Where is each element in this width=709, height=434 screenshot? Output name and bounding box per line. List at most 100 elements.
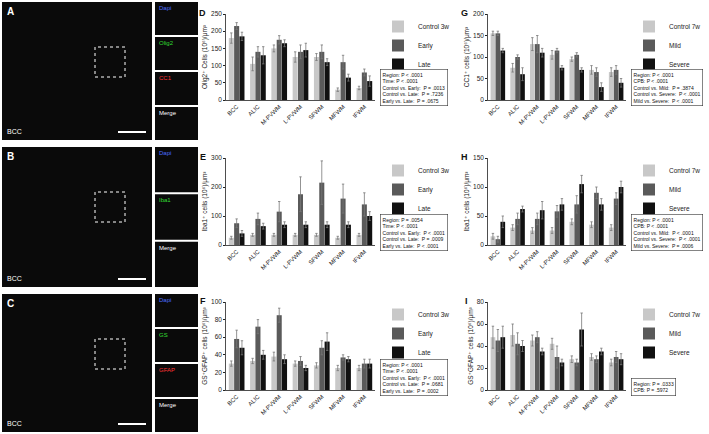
svg-text:IFWM: IFWM — [603, 104, 619, 120]
svg-text:BCC: BCC — [7, 275, 22, 282]
svg-text:Early: Early — [418, 330, 434, 338]
svg-text:20: 20 — [215, 369, 223, 376]
svg-text:80: 80 — [215, 316, 223, 323]
svg-text:IFWM: IFWM — [352, 249, 368, 265]
svg-text:SFWM: SFWM — [562, 249, 579, 266]
svg-text:IFWM: IFWM — [603, 249, 619, 265]
svg-text:BCC: BCC — [487, 103, 501, 117]
svg-text:MFWM: MFWM — [581, 104, 599, 122]
svg-text:0: 0 — [218, 96, 222, 103]
svg-text:BCC: BCC — [226, 103, 240, 117]
svg-text:MFWM: MFWM — [581, 249, 599, 267]
svg-text:M-PVWM: M-PVWM — [518, 249, 540, 271]
svg-text:Iba1: Iba1 — [159, 197, 171, 203]
svg-text:50: 50 — [215, 79, 223, 86]
svg-text:200: 200 — [211, 183, 222, 190]
svg-text:Late: Late — [418, 205, 431, 212]
svg-text:BCC: BCC — [487, 393, 501, 407]
svg-text:Control 7w: Control 7w — [669, 23, 700, 30]
svg-text:BCC: BCC — [487, 248, 501, 262]
svg-text:Iba1⁺ cells (10⁶)/μm³: Iba1⁺ cells (10⁶)/μm³ — [463, 171, 471, 232]
svg-text:60: 60 — [477, 320, 485, 327]
svg-text:GS⁺GFAP⁺ cells (10⁶)/μm³: GS⁺GFAP⁺ cells (10⁶)/μm³ — [201, 306, 209, 384]
svg-text:Dapi: Dapi — [159, 297, 171, 303]
svg-text:M-PVWM: M-PVWM — [260, 249, 282, 271]
svg-text:Control 3w: Control 3w — [418, 167, 449, 174]
svg-text:CC1⁺ cells (10⁶)/μm³: CC1⁺ cells (10⁶)/μm³ — [463, 26, 471, 87]
svg-text:GS: GS — [159, 332, 168, 338]
svg-text:0: 0 — [480, 386, 484, 393]
svg-text:Control 3w: Control 3w — [418, 311, 449, 318]
svg-text:MFWM: MFWM — [581, 394, 599, 412]
svg-text:Olig2⁺ Cells (10⁶)/μm³: Olig2⁺ Cells (10⁶)/μm³ — [201, 24, 209, 89]
svg-text:GFAP: GFAP — [159, 367, 175, 373]
svg-text:40: 40 — [477, 342, 485, 349]
svg-text:60: 60 — [215, 333, 223, 340]
svg-text:L-PVWM: L-PVWM — [539, 104, 560, 125]
svg-text:Olig2: Olig2 — [159, 40, 174, 46]
svg-text:40: 40 — [215, 351, 223, 358]
svg-text:Dapi: Dapi — [159, 5, 171, 11]
svg-text:L-PVWM: L-PVWM — [539, 394, 560, 415]
svg-text:G: G — [461, 8, 468, 18]
svg-text:M-PVWM: M-PVWM — [260, 394, 282, 416]
svg-text:Mild: Mild — [669, 330, 681, 337]
svg-text:BCC: BCC — [7, 128, 22, 135]
svg-text:Severe: Severe — [669, 61, 690, 68]
svg-text:L-PVWM: L-PVWM — [282, 249, 303, 270]
svg-text:Region: P < .0001CPB: P < .000: Region: P < .0001CPB: P < .0001Control v… — [634, 72, 701, 104]
svg-text:50: 50 — [477, 212, 485, 219]
svg-text:100: 100 — [211, 212, 222, 219]
svg-text:L-PVWM: L-PVWM — [282, 394, 303, 415]
svg-text:20: 20 — [477, 364, 485, 371]
svg-text:80: 80 — [477, 298, 485, 305]
svg-text:0: 0 — [480, 96, 484, 103]
svg-text:CC1: CC1 — [159, 75, 172, 81]
svg-text:I: I — [465, 296, 468, 306]
svg-text:Control 7w: Control 7w — [669, 167, 700, 174]
svg-text:Late: Late — [418, 61, 431, 68]
svg-text:50: 50 — [477, 75, 485, 82]
svg-text:E: E — [200, 152, 206, 162]
svg-text:Region: P = .0333CPB: P = .597: Region: P = .0333CPB: P = .5972 — [634, 381, 674, 394]
svg-text:MFWM: MFWM — [328, 104, 346, 122]
svg-text:BCC: BCC — [226, 393, 240, 407]
svg-text:B: B — [7, 151, 14, 162]
svg-text:D: D — [199, 8, 206, 18]
svg-text:Control 3w: Control 3w — [418, 23, 449, 30]
svg-text:Merge: Merge — [159, 402, 177, 408]
svg-text:SFWM: SFWM — [562, 104, 579, 121]
svg-text:L-PVWM: L-PVWM — [282, 104, 303, 125]
svg-text:C: C — [7, 298, 14, 309]
svg-text:Severe: Severe — [669, 205, 690, 212]
svg-text:SFWM: SFWM — [562, 394, 579, 411]
svg-text:200: 200 — [211, 27, 222, 34]
svg-text:Region: P < .0001CPB: P < .000: Region: P < .0001CPB: P < .0001Control v… — [634, 217, 701, 249]
svg-text:ALIC: ALIC — [507, 393, 521, 407]
svg-text:Region: P < .0001Time: P < .00: Region: P < .0001Time: P < .0001Control … — [383, 72, 446, 104]
svg-text:GS⁺GFAP⁺ cells (10⁶)/μm³: GS⁺GFAP⁺ cells (10⁶)/μm³ — [467, 306, 475, 384]
svg-text:ALIC: ALIC — [507, 103, 521, 117]
svg-text:0: 0 — [480, 241, 484, 248]
svg-text:M-PVWM: M-PVWM — [518, 394, 540, 416]
svg-text:150: 150 — [211, 45, 222, 52]
svg-text:100: 100 — [211, 298, 222, 305]
svg-text:SFWM: SFWM — [307, 394, 324, 411]
svg-text:Region: P = .0054Time: P < .00: Region: P = .0054Time: P < .0001Control … — [383, 217, 446, 249]
svg-text:BCC: BCC — [7, 420, 22, 427]
svg-text:IFWM: IFWM — [352, 104, 368, 120]
svg-text:SFWM: SFWM — [307, 249, 324, 266]
svg-text:250: 250 — [211, 10, 222, 17]
svg-text:Mild: Mild — [669, 186, 681, 193]
svg-text:150: 150 — [473, 32, 484, 39]
svg-text:ALIC: ALIC — [247, 103, 261, 117]
svg-text:M-PVWM: M-PVWM — [260, 104, 282, 126]
svg-text:A: A — [7, 6, 14, 17]
svg-text:Dapi: Dapi — [159, 150, 171, 156]
svg-text:IFWM: IFWM — [603, 394, 619, 410]
svg-text:Control 7w: Control 7w — [669, 311, 700, 318]
svg-text:200: 200 — [473, 10, 484, 17]
svg-text:100: 100 — [211, 62, 222, 69]
svg-text:100: 100 — [473, 183, 484, 190]
svg-text:IFWM: IFWM — [352, 394, 368, 410]
